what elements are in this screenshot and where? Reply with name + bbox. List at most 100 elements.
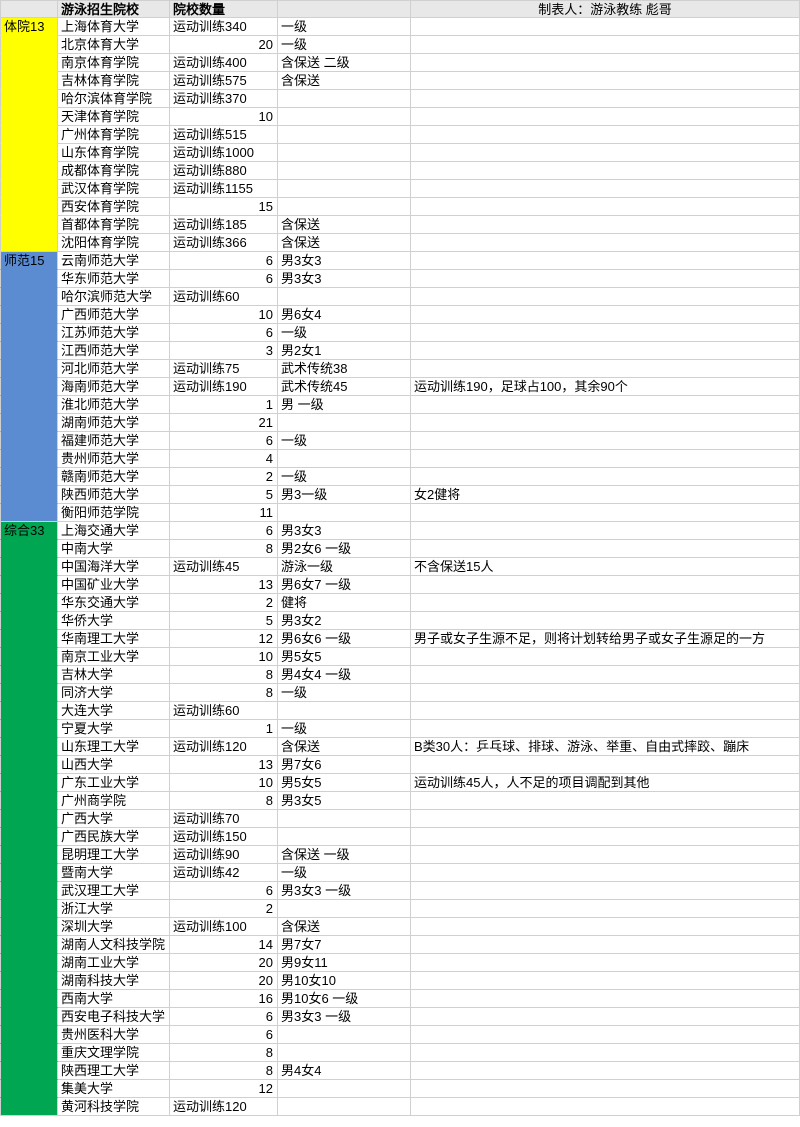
requirement-cell: 男4女4: [278, 1062, 411, 1080]
requirement-cell: 含保送: [278, 234, 411, 252]
count-cell: 4: [170, 450, 278, 468]
count-cell: 8: [170, 540, 278, 558]
category-cell: [0, 918, 58, 936]
count-cell: 运动训练340: [170, 18, 278, 36]
category-cell: [0, 288, 58, 306]
note-cell: [411, 504, 800, 522]
category-cell: [0, 738, 58, 756]
count-cell: 6: [170, 522, 278, 540]
count-cell: 8: [170, 1044, 278, 1062]
requirement-cell: 男3女3 一级: [278, 1008, 411, 1026]
school-name: 首都体育学院: [58, 216, 170, 234]
count-cell: 运动训练150: [170, 828, 278, 846]
category-cell: [0, 846, 58, 864]
school-name: 吉林大学: [58, 666, 170, 684]
category-cell: [0, 1044, 58, 1062]
category-label: 师范15: [4, 253, 44, 269]
school-name: 暨南大学: [58, 864, 170, 882]
note-cell: [411, 522, 800, 540]
requirement-cell: [278, 450, 411, 468]
count-cell: 11: [170, 504, 278, 522]
category-cell: [0, 954, 58, 972]
note-cell: [411, 162, 800, 180]
category-cell: [0, 648, 58, 666]
count-cell: 8: [170, 1062, 278, 1080]
note-cell: [411, 972, 800, 990]
note-cell: [411, 450, 800, 468]
category-cell: [0, 720, 58, 738]
school-name: 福建师范大学: [58, 432, 170, 450]
count-cell: 10: [170, 774, 278, 792]
category-cell: [0, 630, 58, 648]
school-name: 中国海洋大学: [58, 558, 170, 576]
count-cell: 20: [170, 954, 278, 972]
note-cell: [411, 882, 800, 900]
school-name: 淮北师范大学: [58, 396, 170, 414]
category-cell: [0, 576, 58, 594]
requirement-cell: 一级: [278, 468, 411, 486]
count-cell: 20: [170, 36, 278, 54]
count-cell: 10: [170, 648, 278, 666]
requirement-cell: 男5女5: [278, 774, 411, 792]
count-cell: 运动训练90: [170, 846, 278, 864]
requirement-cell: 男 一级: [278, 396, 411, 414]
category-cell: [0, 180, 58, 198]
note-cell: [411, 1080, 800, 1098]
note-cell: [411, 108, 800, 126]
school-name: 华南理工大学: [58, 630, 170, 648]
school-name: 湖南人文科技学院: [58, 936, 170, 954]
requirement-cell: 男6女6 一级: [278, 630, 411, 648]
note-cell: [411, 756, 800, 774]
category-cell: [0, 432, 58, 450]
category-cell: [0, 126, 58, 144]
school-name: 湖南师范大学: [58, 414, 170, 432]
category-cell: 体院13: [0, 18, 58, 36]
requirement-cell: 男2女6 一级: [278, 540, 411, 558]
note-cell: 女2健将: [411, 486, 800, 504]
school-name: 浙江大学: [58, 900, 170, 918]
count-cell: 运动训练575: [170, 72, 278, 90]
note-cell: [411, 90, 800, 108]
note-cell: [411, 594, 800, 612]
note-cell: [411, 18, 800, 36]
count-cell: 运动训练370: [170, 90, 278, 108]
requirement-cell: [278, 180, 411, 198]
requirement-cell: [278, 1080, 411, 1098]
note-cell: [411, 432, 800, 450]
school-name: 成都体育学院: [58, 162, 170, 180]
count-cell: 运动训练45: [170, 558, 278, 576]
count-cell: 运动训练60: [170, 288, 278, 306]
count-cell: 6: [170, 1026, 278, 1044]
note-cell: [411, 612, 800, 630]
count-cell: 13: [170, 576, 278, 594]
category-cell: [0, 756, 58, 774]
school-name: 山东体育学院: [58, 144, 170, 162]
requirement-cell: [278, 1098, 411, 1116]
note-cell: [411, 414, 800, 432]
category-cell: [0, 882, 58, 900]
school-name: 中南大学: [58, 540, 170, 558]
note-cell: [411, 900, 800, 918]
category-cell: 综合33: [0, 522, 58, 540]
school-name: 哈尔滨体育学院: [58, 90, 170, 108]
note-cell: [411, 1026, 800, 1044]
count-cell: 运动训练400: [170, 54, 278, 72]
requirement-cell: 一级: [278, 720, 411, 738]
count-cell: 5: [170, 612, 278, 630]
requirement-cell: [278, 900, 411, 918]
school-name: 宁夏大学: [58, 720, 170, 738]
requirement-cell: [278, 414, 411, 432]
requirement-cell: 男6女7 一级: [278, 576, 411, 594]
category-cell: [0, 774, 58, 792]
school-name: 山西大学: [58, 756, 170, 774]
category-cell: [0, 234, 58, 252]
requirement-cell: 男10女10: [278, 972, 411, 990]
note-cell: [411, 270, 800, 288]
requirement-cell: 一级: [278, 324, 411, 342]
note-cell: [411, 540, 800, 558]
count-cell: 21: [170, 414, 278, 432]
count-cell: 运动训练120: [170, 1098, 278, 1116]
category-cell: [0, 72, 58, 90]
requirement-cell: 男3女3: [278, 522, 411, 540]
category-cell: [0, 198, 58, 216]
